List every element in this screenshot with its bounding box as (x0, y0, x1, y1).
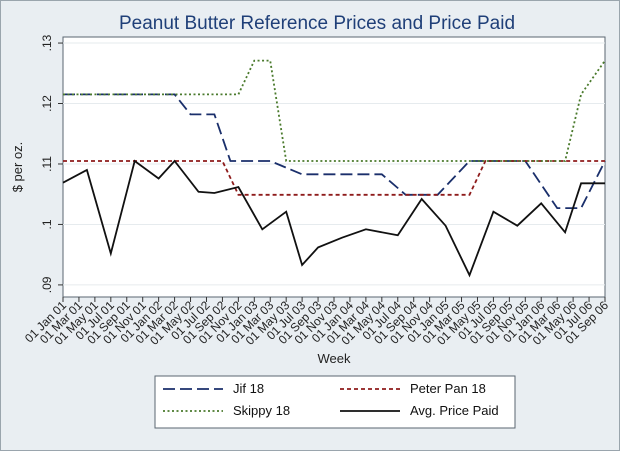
series-line-skippy-18 (63, 59, 606, 162)
y-tick-label: .13 (40, 34, 54, 51)
legend (154, 375, 516, 429)
plot-area (62, 36, 606, 298)
legend-label-jif-18: Jif 18 (233, 381, 264, 396)
y-tick-label: .12 (40, 95, 54, 112)
series-line-avg-price-paid (62, 159, 605, 278)
y-tick-label: .1 (40, 219, 54, 229)
x-axis-label: Week (318, 351, 351, 366)
legend-label-peter-pan-18: Peter Pan 18 (410, 381, 486, 396)
legend-label-skippy-18: Skippy 18 (233, 403, 290, 418)
legend-label-avg-price-paid: Avg. Price Paid (410, 403, 499, 418)
y-tick-label: .11 (40, 156, 54, 172)
y-tick-label: .09 (40, 276, 54, 293)
series-line-jif-18 (63, 93, 606, 210)
series-line-peter-pan-18 (63, 160, 605, 196)
y-axis-label: $ per oz. (10, 142, 25, 193)
chart-title: Peanut Butter Reference Prices and Price… (119, 13, 515, 34)
